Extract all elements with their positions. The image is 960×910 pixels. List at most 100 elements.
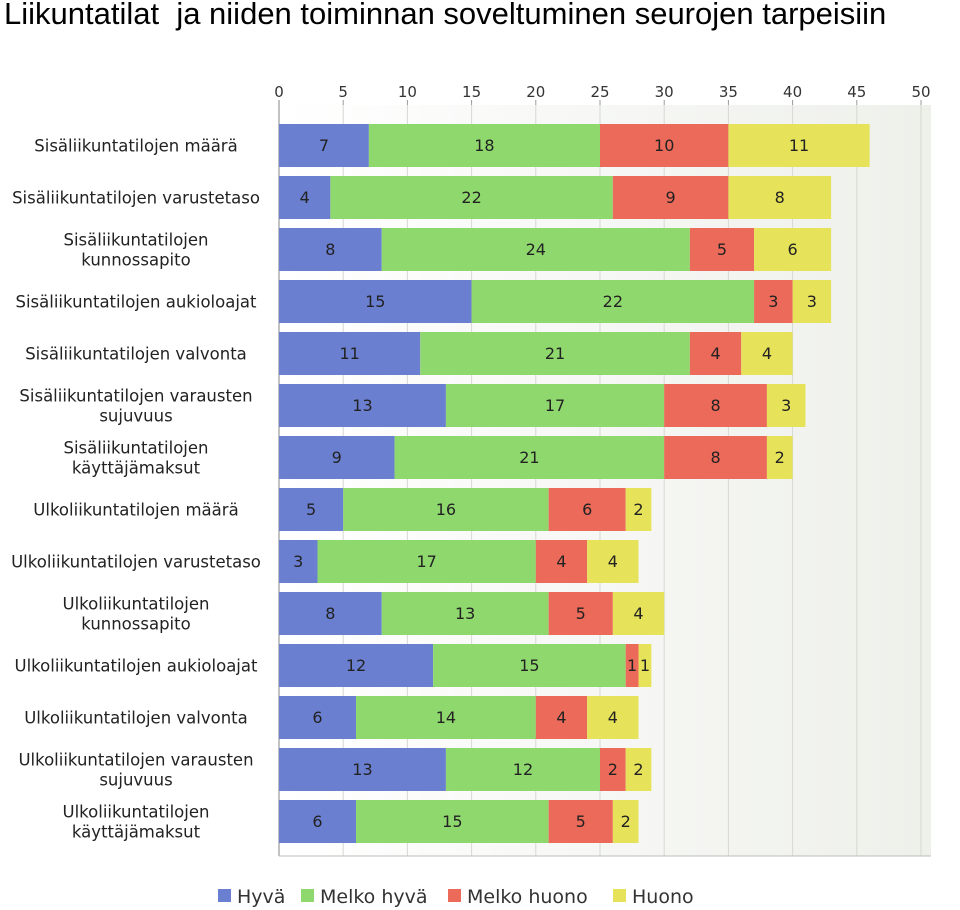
bar-segment	[279, 176, 331, 219]
category-label: Ulkoliikuntatilojen valvonta	[24, 709, 248, 728]
bar-segment	[792, 280, 832, 323]
data-label: 8	[325, 604, 335, 623]
category-label: Sisäliikuntatilojen määrä	[34, 137, 237, 156]
x-tick-label: 45	[847, 83, 866, 101]
data-label: 2	[633, 500, 643, 519]
data-label: 4	[710, 344, 720, 363]
chart-title: Liikuntatilat ja niiden toiminnan sovelt…	[4, 0, 887, 31]
data-label: 22	[603, 292, 623, 311]
bar-segment	[728, 176, 832, 219]
legend-label: Huono	[632, 886, 694, 908]
bar-segment	[535, 540, 588, 583]
data-label: 2	[775, 448, 785, 467]
data-label: 9	[332, 448, 342, 467]
bar-segment	[548, 592, 613, 635]
bar-segment	[279, 488, 344, 531]
data-label: 8	[775, 188, 785, 207]
bar-segment	[445, 748, 600, 791]
bar-segment	[587, 540, 639, 583]
bar-segment	[381, 228, 690, 271]
legend-label: Melko huono	[467, 886, 588, 908]
x-tick-label: 30	[655, 83, 674, 101]
data-label: 1	[640, 656, 650, 675]
data-label: 1	[627, 656, 637, 675]
data-label: 13	[352, 396, 372, 415]
category-label: Ulkoliikuntatilojen varustetaso	[11, 553, 261, 572]
x-tick-label: 0	[274, 83, 284, 101]
bar-segment	[471, 280, 755, 323]
data-label: 9	[666, 188, 676, 207]
bar-segment	[664, 384, 767, 427]
bar-segment	[728, 124, 870, 167]
data-label: 2	[633, 760, 643, 779]
data-label: 4	[556, 708, 566, 727]
bar-segment	[664, 436, 767, 479]
bar-segment	[279, 436, 395, 479]
data-label: 21	[545, 344, 565, 363]
data-label: 8	[710, 448, 720, 467]
data-label: 8	[325, 240, 335, 259]
data-label: 24	[526, 240, 546, 259]
bar-segment	[625, 644, 639, 687]
data-label: 2	[621, 812, 631, 831]
data-label: 11	[789, 136, 809, 155]
x-tick-label: 50	[911, 83, 930, 101]
data-label: 4	[608, 552, 618, 571]
x-tick-label: 40	[783, 83, 802, 101]
bar-segment	[279, 228, 382, 271]
x-tick-label: 25	[590, 83, 609, 101]
data-label: 3	[807, 292, 817, 311]
legend-label: Melko hyvä	[320, 886, 428, 908]
x-tick-label: 35	[719, 83, 738, 101]
data-label: 3	[768, 292, 778, 311]
bar-segment	[279, 124, 369, 167]
bar-segment	[368, 124, 600, 167]
bar-segment	[343, 488, 549, 531]
bar-segment	[279, 748, 446, 791]
bar-segment	[535, 696, 588, 739]
category-label: Ulkoliikuntatilojen käyttäjämaksut	[63, 803, 210, 842]
data-label: 16	[436, 500, 456, 519]
bar-segment	[612, 592, 665, 635]
legend-label: Hyvä	[237, 886, 285, 908]
category-label: Sisäliikuntatilojen valvonta	[25, 345, 247, 364]
category-label: Sisäliikuntatilojen käyttäjämaksut	[64, 439, 209, 478]
category-label: Sisäliikuntatilojen aukioloajat	[16, 293, 258, 312]
legend-item: Hyvä	[218, 886, 285, 908]
bar-segment	[279, 540, 318, 583]
data-label: 2	[608, 760, 618, 779]
bar-segment	[420, 332, 690, 375]
bar-segment	[754, 228, 832, 271]
data-label: 4	[608, 708, 618, 727]
legend-item: Huono	[613, 886, 694, 908]
bar-segment	[433, 644, 626, 687]
bar-segment	[548, 488, 626, 531]
data-label: 22	[461, 188, 481, 207]
x-tick-label: 10	[398, 83, 417, 101]
category-label: Ulkoliikuntatilojen varausten sujuvuus	[18, 751, 253, 790]
data-label: 15	[442, 812, 462, 831]
data-label: 5	[717, 240, 727, 259]
data-label: 14	[436, 708, 456, 727]
bar-segment	[317, 540, 536, 583]
bar-segment	[356, 696, 536, 739]
bar-segment	[612, 176, 729, 219]
bar-segment	[445, 384, 665, 427]
data-label: 17	[416, 552, 436, 571]
bar-segment	[356, 800, 549, 843]
data-label: 13	[352, 760, 372, 779]
data-label: 6	[312, 812, 322, 831]
bar-segment	[279, 384, 446, 427]
data-label: 4	[633, 604, 643, 623]
category-label: Sisäliikuntatilojen varausten sujuvuus	[19, 387, 252, 426]
bar-segment	[279, 332, 421, 375]
data-label: 6	[582, 500, 592, 519]
data-label: 4	[556, 552, 566, 571]
bar-segment	[754, 280, 793, 323]
bar-segment	[381, 592, 549, 635]
legend-swatch	[218, 889, 231, 902]
legend-swatch	[301, 889, 314, 902]
x-tick-label: 5	[338, 83, 348, 101]
bar-segment	[625, 488, 652, 531]
data-label: 5	[306, 500, 316, 519]
